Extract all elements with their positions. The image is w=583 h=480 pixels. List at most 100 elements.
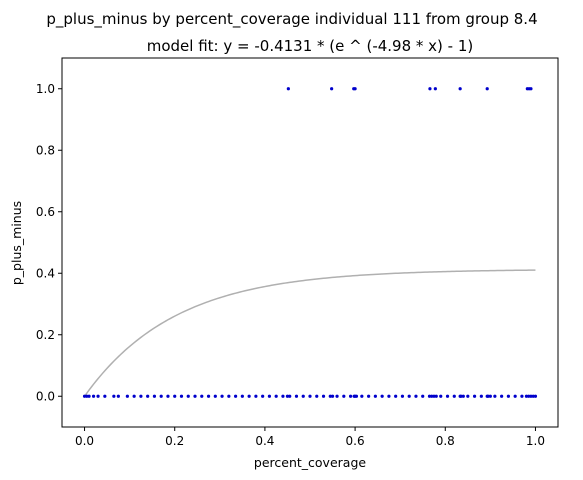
data-point — [488, 394, 492, 398]
data-point — [301, 394, 305, 398]
x-tick-label: 0.8 — [436, 434, 455, 448]
data-point — [360, 394, 364, 398]
data-point — [267, 394, 272, 398]
data-point — [285, 394, 290, 398]
data-point — [330, 394, 335, 398]
data-point — [240, 394, 244, 398]
data-point — [315, 394, 319, 398]
data-point — [308, 394, 312, 398]
data-point — [493, 394, 497, 398]
data-point — [452, 394, 456, 398]
data-point — [430, 394, 434, 398]
data-point — [254, 394, 258, 398]
data-point — [466, 394, 470, 398]
data-point — [348, 394, 353, 398]
y-tick-label: 0.2 — [36, 328, 55, 342]
data-point — [427, 394, 432, 398]
data-point — [261, 394, 265, 398]
data-point — [353, 87, 357, 91]
data-point — [116, 394, 120, 398]
y-axis: 0.0 0.2 0.4 0.6 0.8 1.0 — [36, 82, 62, 403]
data-point — [531, 394, 535, 398]
data-point — [200, 394, 204, 398]
data-point — [132, 394, 136, 398]
data-point — [373, 394, 377, 398]
data-point — [529, 87, 533, 91]
data-point — [321, 394, 326, 398]
data-point — [394, 394, 398, 398]
data-point — [445, 394, 450, 398]
x-axis: 0.0 0.2 0.4 0.6 0.8 1.0 — [75, 427, 545, 448]
data-point — [103, 394, 107, 398]
data-point — [247, 394, 251, 398]
data-point — [428, 87, 432, 91]
data-point — [407, 394, 411, 398]
data-point — [186, 394, 190, 398]
data-point — [434, 394, 438, 398]
data-point — [328, 394, 332, 398]
plot-frame — [61, 57, 559, 428]
x-tick-label: 1.0 — [526, 434, 545, 448]
data-point — [288, 394, 292, 398]
data-point — [139, 394, 143, 398]
data-point — [166, 394, 170, 398]
data-point — [125, 394, 129, 398]
data-point — [286, 87, 290, 91]
data-point — [220, 394, 224, 398]
x-tick-label: 0.0 — [75, 434, 94, 448]
y-tick-label: 1.0 — [36, 82, 55, 96]
data-point — [227, 394, 231, 398]
data-point — [146, 394, 150, 398]
data-point — [87, 394, 91, 398]
data-point — [335, 394, 339, 398]
data-point — [461, 394, 465, 398]
data-point — [173, 394, 177, 398]
fit-curve-layer — [83, 269, 536, 397]
y-tick-label: 0.4 — [36, 266, 55, 280]
data-point — [479, 394, 483, 398]
data-point — [520, 394, 524, 398]
data-point — [459, 394, 463, 398]
data-point — [85, 394, 89, 398]
data-point — [330, 87, 334, 91]
data-point — [193, 394, 197, 398]
data-point — [206, 394, 211, 398]
y-tick-label: 0.8 — [36, 143, 55, 157]
data-point — [414, 394, 418, 398]
data-point — [485, 87, 489, 91]
data-point — [387, 394, 391, 398]
x-axis-label: percent_coverage — [254, 455, 366, 470]
data-point — [513, 394, 517, 398]
data-point — [421, 394, 425, 398]
fit-curve — [83, 269, 536, 397]
data-point — [213, 394, 217, 398]
data-point — [533, 394, 538, 398]
x-tick-label: 0.4 — [255, 434, 274, 448]
data-point — [472, 394, 477, 398]
data-point — [281, 394, 285, 398]
data-point — [112, 394, 116, 398]
points-layer — [82, 87, 538, 398]
data-point — [380, 394, 384, 398]
y-tick-label: 0.6 — [36, 205, 55, 219]
chart-subtitle: model fit: y = -0.4131 * (e ^ (-4.98 * x… — [147, 37, 474, 55]
x-tick-label: 0.6 — [346, 434, 365, 448]
data-point — [500, 394, 504, 398]
data-point — [524, 394, 529, 398]
data-point — [274, 394, 278, 398]
data-point — [458, 87, 462, 91]
data-point — [234, 394, 238, 398]
data-point — [91, 394, 96, 398]
data-point — [354, 394, 359, 398]
data-point — [486, 394, 490, 398]
data-point — [506, 394, 510, 398]
x-tick-label: 0.2 — [165, 434, 184, 448]
data-point — [432, 394, 436, 398]
data-point — [527, 394, 531, 398]
data-point — [82, 394, 87, 398]
data-point — [152, 394, 157, 398]
data-point — [159, 394, 163, 398]
data-point — [342, 394, 346, 398]
y-tick-label: 0.0 — [36, 389, 55, 403]
